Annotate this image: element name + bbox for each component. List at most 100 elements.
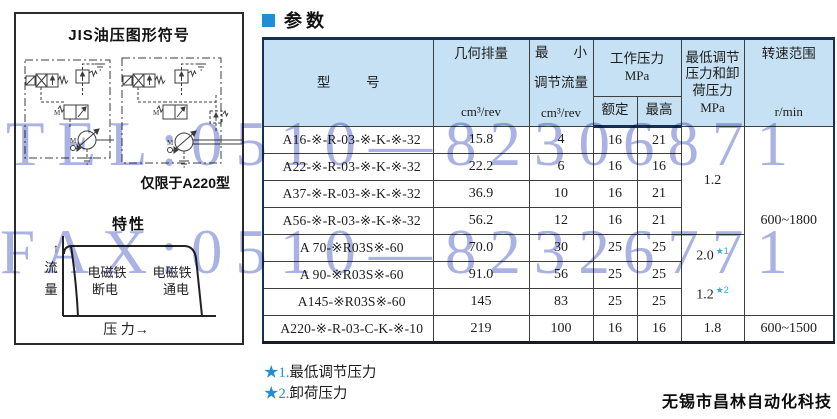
rated-pressure-cell: 25 — [592, 288, 638, 316]
y-axis-label-2: 量 — [44, 282, 57, 297]
displacement-cell: 22.2 — [432, 153, 530, 181]
max-pressure-cell: 21 — [636, 126, 682, 154]
footnote-1-marker: ★1. — [264, 365, 290, 381]
min-flow-line2: 调节流量 — [534, 74, 588, 90]
footnote-1-text: 最低调节压力 — [289, 365, 377, 381]
min-flow-cell: 30 — [528, 234, 594, 262]
a220-only-note: 仅限于A220型 — [140, 175, 230, 191]
footnotes: ★1.最低调节压力 ★2.卸荷压力 — [264, 363, 376, 405]
max-pressure-cell: 25 — [636, 234, 682, 262]
min-pressure-merged-cell: 1.2 — [680, 126, 745, 235]
table-row: A 70-※R03S※-60 70.0 30 25 25 2.0 ★1 1.2 ★2 — [262, 234, 834, 316]
min-flow-cell: 100 — [528, 315, 594, 343]
speed-range-title: 转速范围 — [761, 46, 816, 61]
displacement-unit: cm³/rev — [461, 103, 501, 119]
min-flow-cell: 10 — [528, 180, 594, 208]
max-pressure-cell: 25 — [636, 288, 682, 316]
model-cell: A22-※-R-03-※-K-※-32 — [262, 153, 434, 181]
max-pressure-cell: 25 — [636, 261, 682, 289]
col-header-rated: 额定 — [592, 95, 638, 129]
table-row: A16-※-R-03-※-K-※-32 15.8 4 16 21 1.2 600… — [262, 126, 835, 316]
parameter-table: 型 号 几何排量 cm³/rev 最 小 调节流量 cm³/rev 工作压力 M… — [262, 37, 835, 344]
table-row: A 90-※R03S※-60 91.0 56 25 25 — [262, 261, 834, 289]
y-axis-arrow: ↑ — [53, 241, 59, 255]
model-cell: A 70-※R03S※-60 — [262, 234, 434, 262]
jis-symbol-panel: JIS油压图形符号 M M — [14, 12, 244, 345]
rated-pressure-cell: 16 — [592, 153, 638, 181]
displacement-cell: 70.0 — [432, 234, 530, 262]
model-cell: A37-※-R-03-※-K-※-32 — [262, 180, 434, 208]
min-pressure-title: 最低调节压力和卸荷压力 — [685, 49, 740, 99]
section-bullet-icon — [262, 13, 275, 27]
pressure-value: 2.0 — [696, 248, 714, 264]
model-cell: A56-※-R-03-※-K-※-32 — [262, 207, 434, 235]
min-pressure-merged-cell-2: 2.0 ★1 1.2 ★2 — [680, 234, 745, 316]
model-cell: A16-※-R-03-※-K-※-32 — [262, 126, 434, 154]
min-flow-cell: 12 — [528, 207, 594, 235]
col-header-speed-range: 转速范围 r/min — [743, 38, 835, 127]
col-header-min-flow: 最 小 调节流量 cm³/rev — [528, 38, 594, 127]
min-flow-unit: cm³/rev — [541, 104, 581, 120]
y-axis-label-1: 流 — [44, 260, 57, 275]
max-pressure-cell: 21 — [636, 180, 682, 208]
curve2-label-line1: 电磁铁 — [152, 265, 191, 280]
curve1-label-line2: 断电 — [92, 282, 118, 297]
min-flow-cell: 83 — [528, 288, 594, 316]
characteristics-title: 特性 — [111, 216, 146, 233]
min-pressure-unit: MPa — [700, 100, 725, 116]
rated-pressure-cell: 16 — [592, 207, 638, 235]
pressure-value: 1.2 — [696, 287, 714, 303]
table-row: A145-※R03S※-60 145 83 25 25 — [262, 288, 834, 316]
col-header-max: 最高 — [636, 95, 682, 129]
section-heading: 参数 — [262, 7, 328, 33]
displacement-cell: 56.2 — [432, 207, 530, 235]
col-header-working-pressure: 工作压力 MPa — [592, 38, 682, 97]
valve-m-label: M — [153, 109, 160, 117]
rated-pressure-cell: 16 — [592, 315, 638, 343]
flow-pressure-characteristic-chart: ↑ 流 量 电磁铁 断电 电磁铁 通电 压 力→ — [44, 236, 216, 338]
rated-pressure-cell: 16 — [592, 180, 638, 208]
min-flow-cell: 4 — [528, 126, 594, 154]
curve2-label-line2: 通电 — [163, 282, 189, 297]
star1-marker: ★1 — [715, 246, 729, 257]
panel-title: JIS油压图形符号 — [68, 27, 190, 44]
max-pressure-cell: 16 — [636, 315, 682, 343]
valve-m-label: M — [54, 109, 61, 117]
curve1-label-line1: 电磁铁 — [87, 265, 126, 280]
model-cell: A220-※-R-03-C-K-※-10 — [262, 315, 434, 343]
speed-range-cell: 600~1500 — [743, 315, 835, 343]
pump-m-label: M — [70, 137, 77, 145]
company-name: 无锡市昌林自动化科技 — [661, 394, 832, 411]
table-row: A220-※-R-03-C-K-※-10 219 100 16 16 1.8 6… — [262, 315, 835, 343]
col-header-displacement: 几何排量 cm³/rev — [432, 38, 530, 127]
rated-pressure-cell: 25 — [592, 234, 638, 262]
max-pressure-cell: 16 — [636, 153, 682, 181]
displacement-cell: 145 — [432, 288, 530, 316]
footnote-2-marker: ★2. — [264, 386, 290, 402]
pump-m-label: M — [167, 139, 174, 147]
speed-range-merged-cell: 600~1800 — [743, 126, 835, 316]
footnote-2-text: 卸荷压力 — [289, 386, 348, 402]
table-row: A37-※-R-03-※-K-※-32 36.9 10 16 21 — [262, 180, 834, 208]
star2-marker: ★2 — [715, 285, 729, 296]
speed-range-unit: r/min — [774, 103, 803, 119]
model-cell: A145-※R03S※-60 — [262, 288, 434, 316]
section-heading-label: 参数 — [284, 11, 328, 31]
displacement-cell: 91.0 — [432, 261, 530, 289]
min-flow-cell: 6 — [528, 153, 594, 181]
displacement-cell: 219 — [432, 315, 530, 343]
table-row: A22-※-R-03-※-K-※-32 22.2 6 16 16 — [262, 153, 834, 181]
hydraulic-circuit-icon: M M — [24, 59, 114, 165]
displacement-cell: 15.8 — [432, 126, 530, 154]
working-pressure-unit: MPa — [624, 67, 650, 83]
min-flow-line1: 最 小 — [535, 45, 587, 60]
rated-pressure-cell: 16 — [592, 126, 638, 154]
footnote-2: ★2.卸荷压力 — [264, 384, 376, 405]
col-header-min-pressure: 最低调节压力和卸荷压力 MPa — [680, 38, 745, 127]
footnote-1: ★1.最低调节压力 — [264, 363, 376, 384]
working-pressure-title: 工作压力 — [610, 50, 664, 66]
table-row: A56-※-R-03-※-K-※-32 56.2 12 16 21 — [262, 207, 834, 235]
model-cell: A 90-※R03S※-60 — [262, 261, 434, 289]
max-pressure-cell: 21 — [636, 207, 682, 235]
displacement-title: 几何排量 — [454, 46, 508, 61]
